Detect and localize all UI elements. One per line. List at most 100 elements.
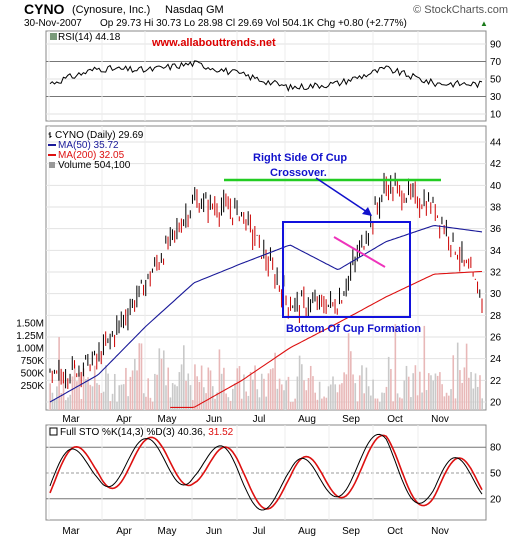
volume-bar <box>456 342 459 410</box>
crossover-arrowhead-icon <box>362 207 372 216</box>
volume-bar <box>481 398 483 410</box>
ohlc-legend-icon <box>48 132 52 138</box>
volume-bar <box>53 399 56 410</box>
handle-line <box>333 236 386 268</box>
volume-bar <box>381 392 383 410</box>
volume-bar <box>365 367 368 410</box>
rsi-legend-swatch <box>50 33 57 40</box>
crossover-arrow <box>315 177 371 215</box>
volume-bar <box>276 388 279 410</box>
cup-annotations: Right Side Of Cup Crossover. Bottom Of C… <box>224 152 441 335</box>
volume-bar <box>321 398 323 410</box>
price-tick-label: 30 <box>490 289 502 300</box>
volume-bar <box>378 401 381 410</box>
volume-bar <box>149 397 152 410</box>
volume-bar <box>327 386 330 410</box>
volume-bar <box>283 390 285 410</box>
volume-bar <box>158 348 161 410</box>
volume-bar <box>187 373 190 410</box>
volume-bar <box>229 400 232 410</box>
volume-bar <box>89 384 92 410</box>
cup-box <box>282 221 411 318</box>
volume-bar <box>323 396 325 410</box>
volume-bar <box>383 392 386 410</box>
volume-bar <box>51 392 54 410</box>
volume-bar <box>336 392 339 410</box>
price-grid <box>46 126 486 410</box>
volume-bar <box>434 373 437 410</box>
volume-bar <box>334 384 337 410</box>
volume-bar <box>272 368 274 410</box>
volume-bar <box>425 390 428 410</box>
volume-bar <box>292 401 294 410</box>
crossover-label-line1: Right Side Of Cup <box>253 152 347 164</box>
volume-tick-label: 1.50M <box>16 319 44 330</box>
volume-bar <box>189 385 192 410</box>
volume-bar <box>194 364 196 410</box>
volume-bar <box>62 380 65 410</box>
volume-bar <box>405 365 408 410</box>
volume-bar <box>174 384 176 410</box>
volume-bar <box>401 398 403 410</box>
volume-bar <box>134 358 136 410</box>
volume-bar <box>392 401 394 410</box>
volume-bar <box>341 383 343 410</box>
legend-ma200: MA(200) 32.05 <box>58 150 125 161</box>
volume-bar <box>236 368 239 410</box>
volume-bar <box>160 358 163 410</box>
volume-bar <box>376 398 379 410</box>
volume-bar <box>345 374 348 410</box>
volume-bar <box>231 388 234 410</box>
volume-bar <box>423 325 426 410</box>
month-label: Jun <box>206 414 222 425</box>
volume-bar <box>218 349 221 410</box>
legend-ma50: MA(50) 35.72 <box>58 140 119 151</box>
volume-bar <box>142 393 145 410</box>
volume-bar <box>73 364 76 410</box>
volume-bar <box>416 395 419 410</box>
month-label: Oct <box>387 414 403 425</box>
volume-bar <box>452 355 455 410</box>
volume-bar <box>122 384 125 410</box>
exchange-label: Nasdaq GM <box>165 4 224 16</box>
volume-bar <box>140 343 143 410</box>
volume-bar <box>461 382 463 410</box>
sto-k-line <box>49 433 483 511</box>
volume-bar <box>301 364 303 410</box>
cup-formation-label: Bottom Of Cup Formation <box>286 323 421 335</box>
month-label: May <box>158 414 177 425</box>
volume-bar <box>156 374 158 410</box>
volume-bar <box>468 377 470 410</box>
price-tick-label: 38 <box>490 203 502 214</box>
volume-bar <box>243 374 245 410</box>
volume-bar <box>309 365 312 410</box>
volume-bar <box>254 365 256 410</box>
price-tick-label: 24 <box>490 354 502 365</box>
volume-bar <box>178 372 181 410</box>
volume-bar <box>78 372 80 410</box>
volume-bar <box>203 387 205 410</box>
price-tick-label: 36 <box>490 224 502 235</box>
volume-bar <box>60 393 63 410</box>
month-label: Sep <box>342 526 360 537</box>
month-label: Jun <box>206 526 222 537</box>
sto-tick-label: 80 <box>490 443 502 454</box>
volume-bar <box>100 393 103 410</box>
volume-bar <box>162 350 165 410</box>
volume-bar <box>76 381 78 410</box>
volume-bar <box>216 392 219 410</box>
ma200-line <box>170 270 483 408</box>
volume-bar <box>476 386 479 410</box>
rsi-axis: 90 70 50 30 10 <box>490 40 502 121</box>
volume-bar <box>367 386 370 410</box>
month-label: Nov <box>431 414 449 425</box>
sto-panel: 80 50 20 Full STO %K(14,3) %D(3) 40.36, 31… <box>45 424 502 521</box>
volume-bar <box>280 384 283 410</box>
legend-symbol: CYNO (Daily) 29.69 <box>55 130 144 141</box>
sto-axis: 80 50 20 <box>490 443 502 506</box>
volume-bar <box>131 370 134 410</box>
volume-bar <box>111 393 114 410</box>
volume-bar <box>269 369 272 410</box>
company-name: (Cynosure, Inc.) <box>72 4 150 16</box>
